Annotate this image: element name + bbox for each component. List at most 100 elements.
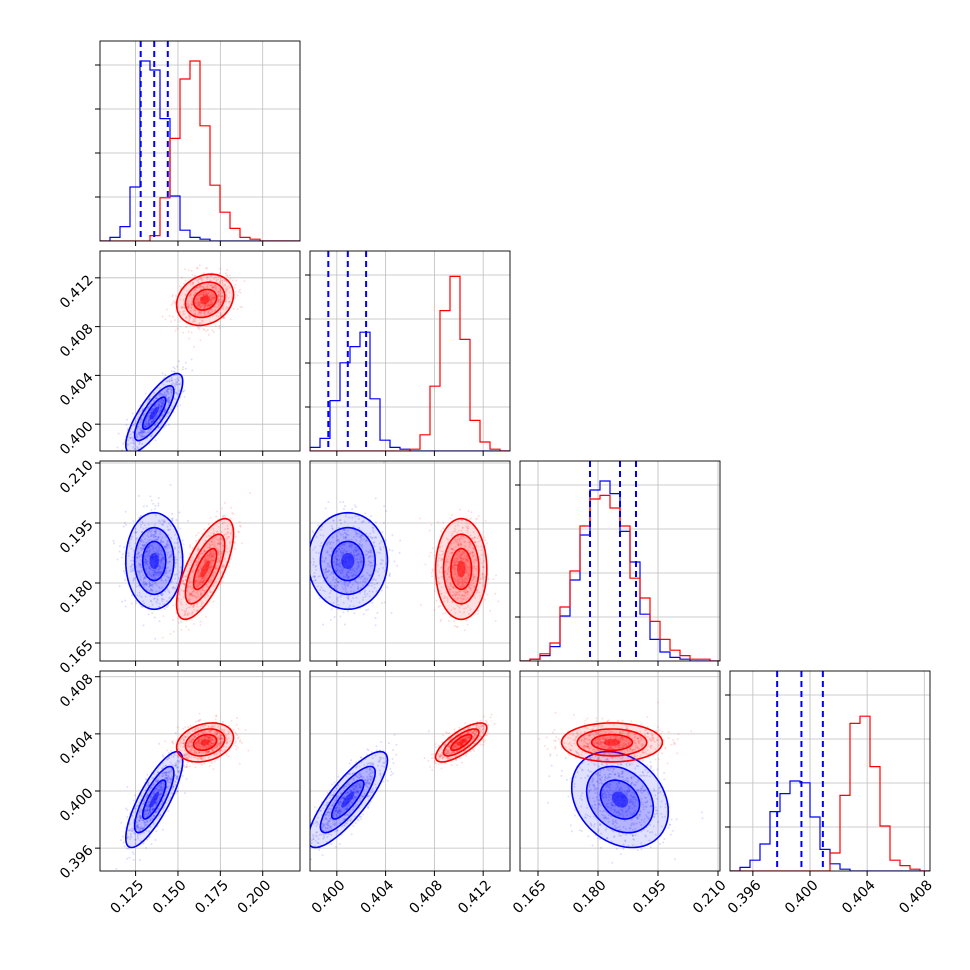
sample-point [157, 796, 160, 799]
sample-point [147, 413, 150, 416]
sample-point [150, 410, 153, 413]
sample-point [159, 571, 162, 574]
sample-point [206, 312, 209, 315]
sample-point [187, 269, 190, 272]
sample-point [344, 532, 347, 535]
sample-point [329, 618, 332, 621]
sample-point [218, 298, 221, 301]
sample-point [198, 303, 201, 306]
sample-point [335, 579, 338, 582]
sample-point [457, 552, 460, 555]
sample-point [189, 594, 192, 597]
sample-point [123, 521, 126, 524]
sample-point [459, 542, 462, 545]
sample-point [158, 393, 161, 396]
sample-point [135, 531, 138, 534]
sample-point [379, 546, 382, 549]
sample-point [154, 538, 157, 541]
sample-point [152, 784, 155, 787]
sample-point [220, 296, 223, 299]
sample-point [145, 560, 148, 563]
sample-point [157, 403, 160, 406]
sample-point [185, 289, 188, 292]
sample-point [138, 564, 141, 567]
sample-point [335, 570, 338, 573]
sample-point [212, 555, 215, 558]
sample-point [175, 766, 178, 769]
sample-point [452, 586, 455, 589]
sample-point [147, 523, 150, 526]
sample-point [465, 571, 468, 574]
sample-point [173, 385, 176, 388]
sample-point [154, 532, 157, 535]
sample-point [159, 784, 162, 787]
sample-point [454, 612, 457, 615]
sample-point [449, 552, 452, 555]
sample-point [466, 623, 469, 626]
sample-point [348, 516, 351, 519]
sample-point [218, 558, 221, 561]
sample-point [324, 569, 327, 572]
sample-point [314, 578, 317, 581]
sample-point [181, 579, 184, 582]
sample-point [144, 823, 147, 826]
sample-point [196, 585, 199, 588]
sample-point [454, 546, 457, 549]
sample-point [176, 790, 179, 793]
sample-point [480, 549, 483, 552]
sample-point [144, 558, 147, 561]
sample-point [466, 593, 469, 596]
sample-point [217, 541, 220, 544]
sample-point [191, 283, 194, 286]
sample-point [314, 579, 317, 582]
sample-point [143, 824, 146, 827]
sample-point [467, 612, 470, 615]
sample-point [188, 585, 191, 588]
sample-point [465, 569, 468, 572]
sample-point [151, 533, 154, 536]
sample-point [304, 568, 306, 570]
sample-point [125, 807, 128, 810]
sample-point [171, 517, 174, 520]
sample-point [175, 383, 178, 386]
sample-point [353, 612, 356, 615]
sample-point [121, 835, 124, 838]
sample-point [208, 555, 211, 558]
sample-point [460, 604, 463, 607]
sample-point [467, 572, 470, 575]
sample-point [438, 571, 441, 574]
sample-point [143, 585, 146, 588]
sample-point [226, 533, 229, 536]
sample-point [240, 542, 243, 545]
sample-point [345, 533, 348, 536]
sample-point [159, 789, 162, 792]
sample-point [218, 291, 221, 294]
sample-point [157, 404, 160, 407]
sample-point [139, 427, 142, 430]
sample-point [433, 554, 436, 557]
sample-point [334, 578, 337, 581]
sample-point [217, 294, 220, 297]
sample-point [441, 550, 444, 553]
sample-point [364, 564, 367, 567]
sample-point [356, 561, 359, 564]
sample-point [332, 541, 335, 544]
sample-point [144, 543, 147, 546]
sample-point [227, 535, 230, 538]
sample-point [457, 543, 460, 546]
sample-point [208, 580, 211, 583]
sample-point [191, 570, 194, 573]
sample-point [164, 776, 167, 779]
sample-point [452, 564, 455, 567]
sample-point [223, 283, 226, 286]
sample-point [203, 287, 206, 290]
sample-point [155, 547, 158, 550]
sample-point [210, 559, 213, 562]
sample-point [446, 558, 449, 561]
sample-point [145, 554, 148, 557]
sample-point [209, 304, 212, 307]
sample-point [209, 556, 212, 559]
sample-point [199, 624, 202, 627]
sample-point [161, 598, 164, 601]
sample-point [152, 791, 155, 794]
